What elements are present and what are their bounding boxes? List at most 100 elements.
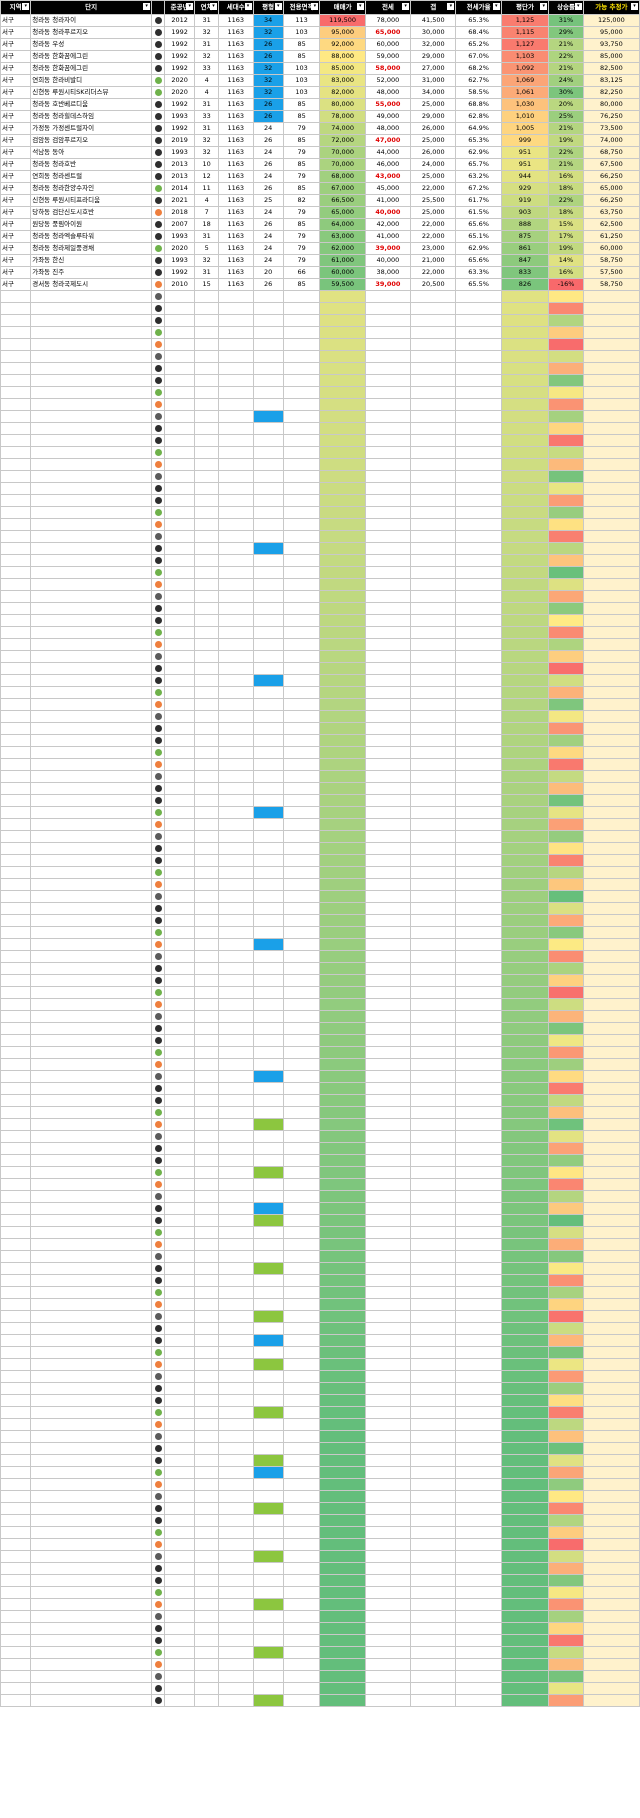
table-cell[interactable] [548,1394,584,1407]
table-cell[interactable] [164,1370,196,1383]
table-cell[interactable] [0,386,32,399]
table-cell[interactable]: 26 [252,110,284,123]
table-cell[interactable]: 25,000 [410,98,457,111]
table-cell[interactable] [282,506,321,519]
table-cell[interactable] [455,1046,502,1059]
table-cell[interactable] [0,578,32,591]
table-cell[interactable] [548,1526,584,1539]
table-cell[interactable] [252,1190,284,1203]
table-cell[interactable] [30,758,153,771]
table-cell[interactable] [410,1310,457,1323]
table-cell[interactable] [548,374,584,387]
table-cell[interactable] [500,938,550,951]
table-cell[interactable] [218,314,254,327]
table-cell[interactable]: 63,750 [582,206,640,219]
table-cell[interactable] [410,1022,457,1035]
table-cell[interactable] [164,1334,196,1347]
table-cell[interactable] [282,902,321,915]
table-cell[interactable] [151,254,166,267]
table-cell[interactable] [364,302,412,315]
table-cell[interactable] [500,314,550,327]
table-row[interactable] [0,638,640,651]
table-cell[interactable] [282,1598,321,1611]
table-cell[interactable] [218,674,254,687]
table-cell[interactable] [0,1634,32,1647]
table-cell[interactable] [151,446,166,459]
table-cell[interactable] [455,926,502,939]
table-cell[interactable] [410,1646,457,1659]
table-cell[interactable] [151,206,166,219]
table-cell[interactable] [548,818,584,831]
table-cell[interactable] [455,386,502,399]
table-cell[interactable] [582,518,640,531]
table-cell[interactable] [164,1526,196,1539]
table-cell[interactable] [252,602,284,615]
table-cell[interactable] [582,1346,640,1359]
table-cell[interactable] [252,1646,284,1659]
table-cell[interactable] [455,806,502,819]
table-cell[interactable] [582,1298,640,1311]
table-cell[interactable] [151,62,166,75]
table-cell[interactable] [582,1598,640,1611]
table-cell[interactable] [548,626,584,639]
table-row[interactable] [0,1298,640,1311]
table-cell[interactable] [582,902,640,915]
table-cell[interactable] [0,422,32,435]
table-cell[interactable] [30,1586,153,1599]
table-cell[interactable]: 가정동 가정센트럴자이 [30,122,153,135]
table-cell[interactable]: 1163 [218,134,254,147]
table-cell[interactable] [319,806,366,819]
table-cell[interactable]: 1163 [218,98,254,111]
table-cell[interactable] [548,1070,584,1083]
table-cell[interactable] [194,542,219,555]
table-cell[interactable] [410,1562,457,1575]
table-row[interactable] [0,458,640,471]
table-cell[interactable] [364,782,412,795]
table-cell[interactable] [164,998,196,1011]
table-cell[interactable] [410,1214,457,1227]
table-cell[interactable] [410,1274,457,1287]
table-cell[interactable] [582,1538,640,1551]
table-cell[interactable] [282,338,321,351]
table-cell[interactable] [30,554,153,567]
table-cell[interactable] [364,1514,412,1527]
table-cell[interactable] [364,446,412,459]
table-cell[interactable] [319,578,366,591]
table-cell[interactable] [455,794,502,807]
table-cell[interactable] [194,890,219,903]
table-cell[interactable] [582,626,640,639]
table-cell[interactable] [0,290,32,303]
table-cell[interactable] [582,938,640,951]
table-cell[interactable] [500,1346,550,1359]
table-row[interactable] [0,1442,640,1455]
table-cell[interactable] [319,602,366,615]
table-cell[interactable] [455,830,502,843]
table-cell[interactable] [548,1550,584,1563]
table-cell[interactable] [30,962,153,975]
table-cell[interactable] [319,446,366,459]
table-cell[interactable] [319,1142,366,1155]
table-cell[interactable] [410,1394,457,1407]
table-cell[interactable] [194,1154,219,1167]
table-cell[interactable] [364,326,412,339]
table-row[interactable]: 서구 경서동 청라국제도시 2010 15 1163 26 85 59,500 39,000 20… [0,278,640,291]
table-cell[interactable] [582,950,640,963]
table-cell[interactable]: 1163 [218,14,254,27]
table-cell[interactable] [218,1154,254,1167]
table-cell[interactable] [282,1010,321,1023]
table-cell[interactable] [194,878,219,891]
table-cell[interactable] [582,1382,640,1395]
table-cell[interactable]: 서구 [0,122,32,135]
table-cell[interactable] [151,1298,166,1311]
table-cell[interactable] [319,614,366,627]
table-cell[interactable] [194,1550,219,1563]
table-cell[interactable] [319,1622,366,1635]
table-row[interactable] [0,1646,640,1659]
table-cell[interactable] [194,1286,219,1299]
table-cell[interactable] [252,1394,284,1407]
table-cell[interactable] [364,902,412,915]
table-cell[interactable] [151,1466,166,1479]
table-cell[interactable] [0,1226,32,1239]
table-cell[interactable] [164,1646,196,1659]
table-cell[interactable] [582,362,640,375]
